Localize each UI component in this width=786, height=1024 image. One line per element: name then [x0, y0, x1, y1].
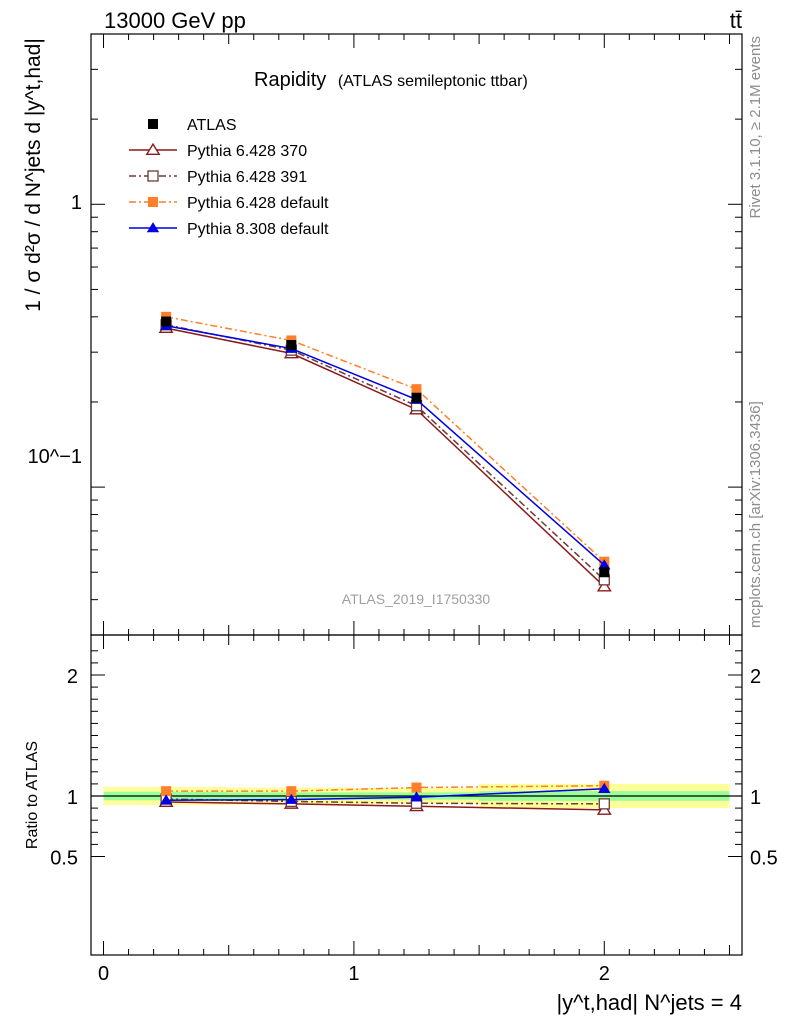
- ratio-data-point: [159, 794, 173, 805]
- series-line: [165, 324, 605, 581]
- ratio-data-point: [286, 786, 297, 797]
- ratio-ytick-label-left: 1: [67, 787, 78, 809]
- series-atlas: [161, 316, 610, 578]
- legend-marker: [148, 197, 158, 207]
- ratio-ytick-label-right: 0.5: [750, 848, 778, 870]
- ratio-ytick-label-left: 0.5: [50, 848, 78, 870]
- xtick-label: 0: [98, 963, 109, 985]
- ratio-ytick-label-right: 2: [750, 666, 761, 688]
- legend-entry: Pythia 6.428 370: [129, 142, 307, 160]
- series-line: [165, 316, 605, 563]
- ratio-series-pythia-8-308-default: [159, 782, 611, 805]
- legend-label: Pythia 6.428 default: [187, 195, 329, 212]
- chart-title-sub: (ATLAS semileptonic ttbar): [338, 73, 528, 90]
- legend-label: Pythia 8.308 default: [187, 221, 329, 238]
- series-pythia-6-428-370: [158, 320, 612, 592]
- data-point: [411, 384, 422, 395]
- ratio-data-point: [285, 793, 298, 804]
- legend-marker: [145, 142, 161, 155]
- data-point: [599, 567, 610, 578]
- main-ytick-label-1: 1: [71, 192, 82, 214]
- ratio-series-line: [166, 784, 605, 792]
- legend-label: Pythia 6.428 391: [187, 169, 307, 186]
- ratio-data-point: [410, 791, 423, 802]
- x-axis-label: |y^t,had| N^jets = 4: [556, 990, 742, 1015]
- ratio-series-line: [166, 787, 605, 801]
- chart-title-main: Rapidity: [254, 69, 326, 91]
- main-ytick-label-0.1: 10^−1: [28, 446, 82, 468]
- main-ytick-0.1-text: 10^−1: [28, 446, 82, 468]
- legend-marker: [147, 170, 159, 182]
- data-point: [598, 559, 611, 570]
- main-series-layer: [158, 311, 612, 592]
- ratio-data-point: [598, 782, 611, 794]
- data-point: [596, 579, 612, 592]
- ratio-ytick-label-right: 1: [750, 787, 761, 809]
- series-pythia-8-308-default: [159, 319, 611, 570]
- ratio-y-axis-label: Ratio to ATLAS: [24, 741, 41, 849]
- ratio-data-point: [598, 798, 610, 810]
- ratio-series-line: [166, 801, 605, 811]
- main-axis-ticks: [91, 33, 742, 636]
- chart-title: Rapidity (ATLAS semileptonic ttbar): [254, 69, 528, 91]
- ratio-panel-frame: [90, 634, 743, 956]
- rivet-version-label: Rivet 3.1.10, ≥ 2.1M events: [747, 36, 764, 219]
- ratio-data-point: [161, 786, 172, 797]
- process-label: tt̄: [730, 8, 742, 33]
- main-y-axis-label: 1 / σ d²σ / d N^jets d |y^t,had|: [22, 38, 45, 312]
- ratio-series-layer: [158, 780, 612, 815]
- ratio-ytick-label-left: 2: [67, 666, 78, 688]
- series-line: [165, 327, 605, 588]
- legend-entry: Pythia 8.308 default: [129, 221, 329, 238]
- legend-entry: Pythia 6.428 default: [129, 195, 329, 212]
- xtick-label: 2: [599, 963, 610, 985]
- legend-marker: [148, 119, 158, 129]
- ratio-data-point: [411, 782, 422, 793]
- legend-label: Pythia 6.428 370: [187, 143, 307, 160]
- legend: ATLAS Pythia 6.428 370 Pythia 6.428 391 Pyt…: [129, 117, 329, 238]
- series-pythia-6-428-391: [160, 319, 610, 586]
- data-point: [411, 392, 422, 403]
- analysis-label: ATLAS_2019_I1750330: [342, 591, 491, 607]
- legend-marker: [146, 222, 160, 233]
- legend-entry: ATLAS: [148, 117, 237, 134]
- legend-label: ATLAS: [187, 117, 237, 134]
- legend-entry: Pythia 6.428 391: [129, 169, 307, 186]
- ratio-axis-ticks: 0.5 0.5 1 1 2 2 0 1 2: [50, 635, 778, 985]
- xtick-label: 1: [348, 963, 359, 985]
- energy-label: 13000 GeV pp: [104, 8, 246, 33]
- ratio-panel: 0.5 0.5 1 1 2 2 0 1 2 Ratio to ATLAS |y^t,had| N…: [24, 634, 778, 1015]
- series-line: [165, 325, 605, 566]
- main-panel: 10^−1 1 1 / σ d²σ / d N^jets d |y^t,had|…: [22, 33, 743, 636]
- mcplots-label: mcplots.cern.ch [arXiv:1306.3436]: [747, 401, 764, 628]
- data-point: [286, 340, 297, 351]
- data-point: [161, 316, 172, 327]
